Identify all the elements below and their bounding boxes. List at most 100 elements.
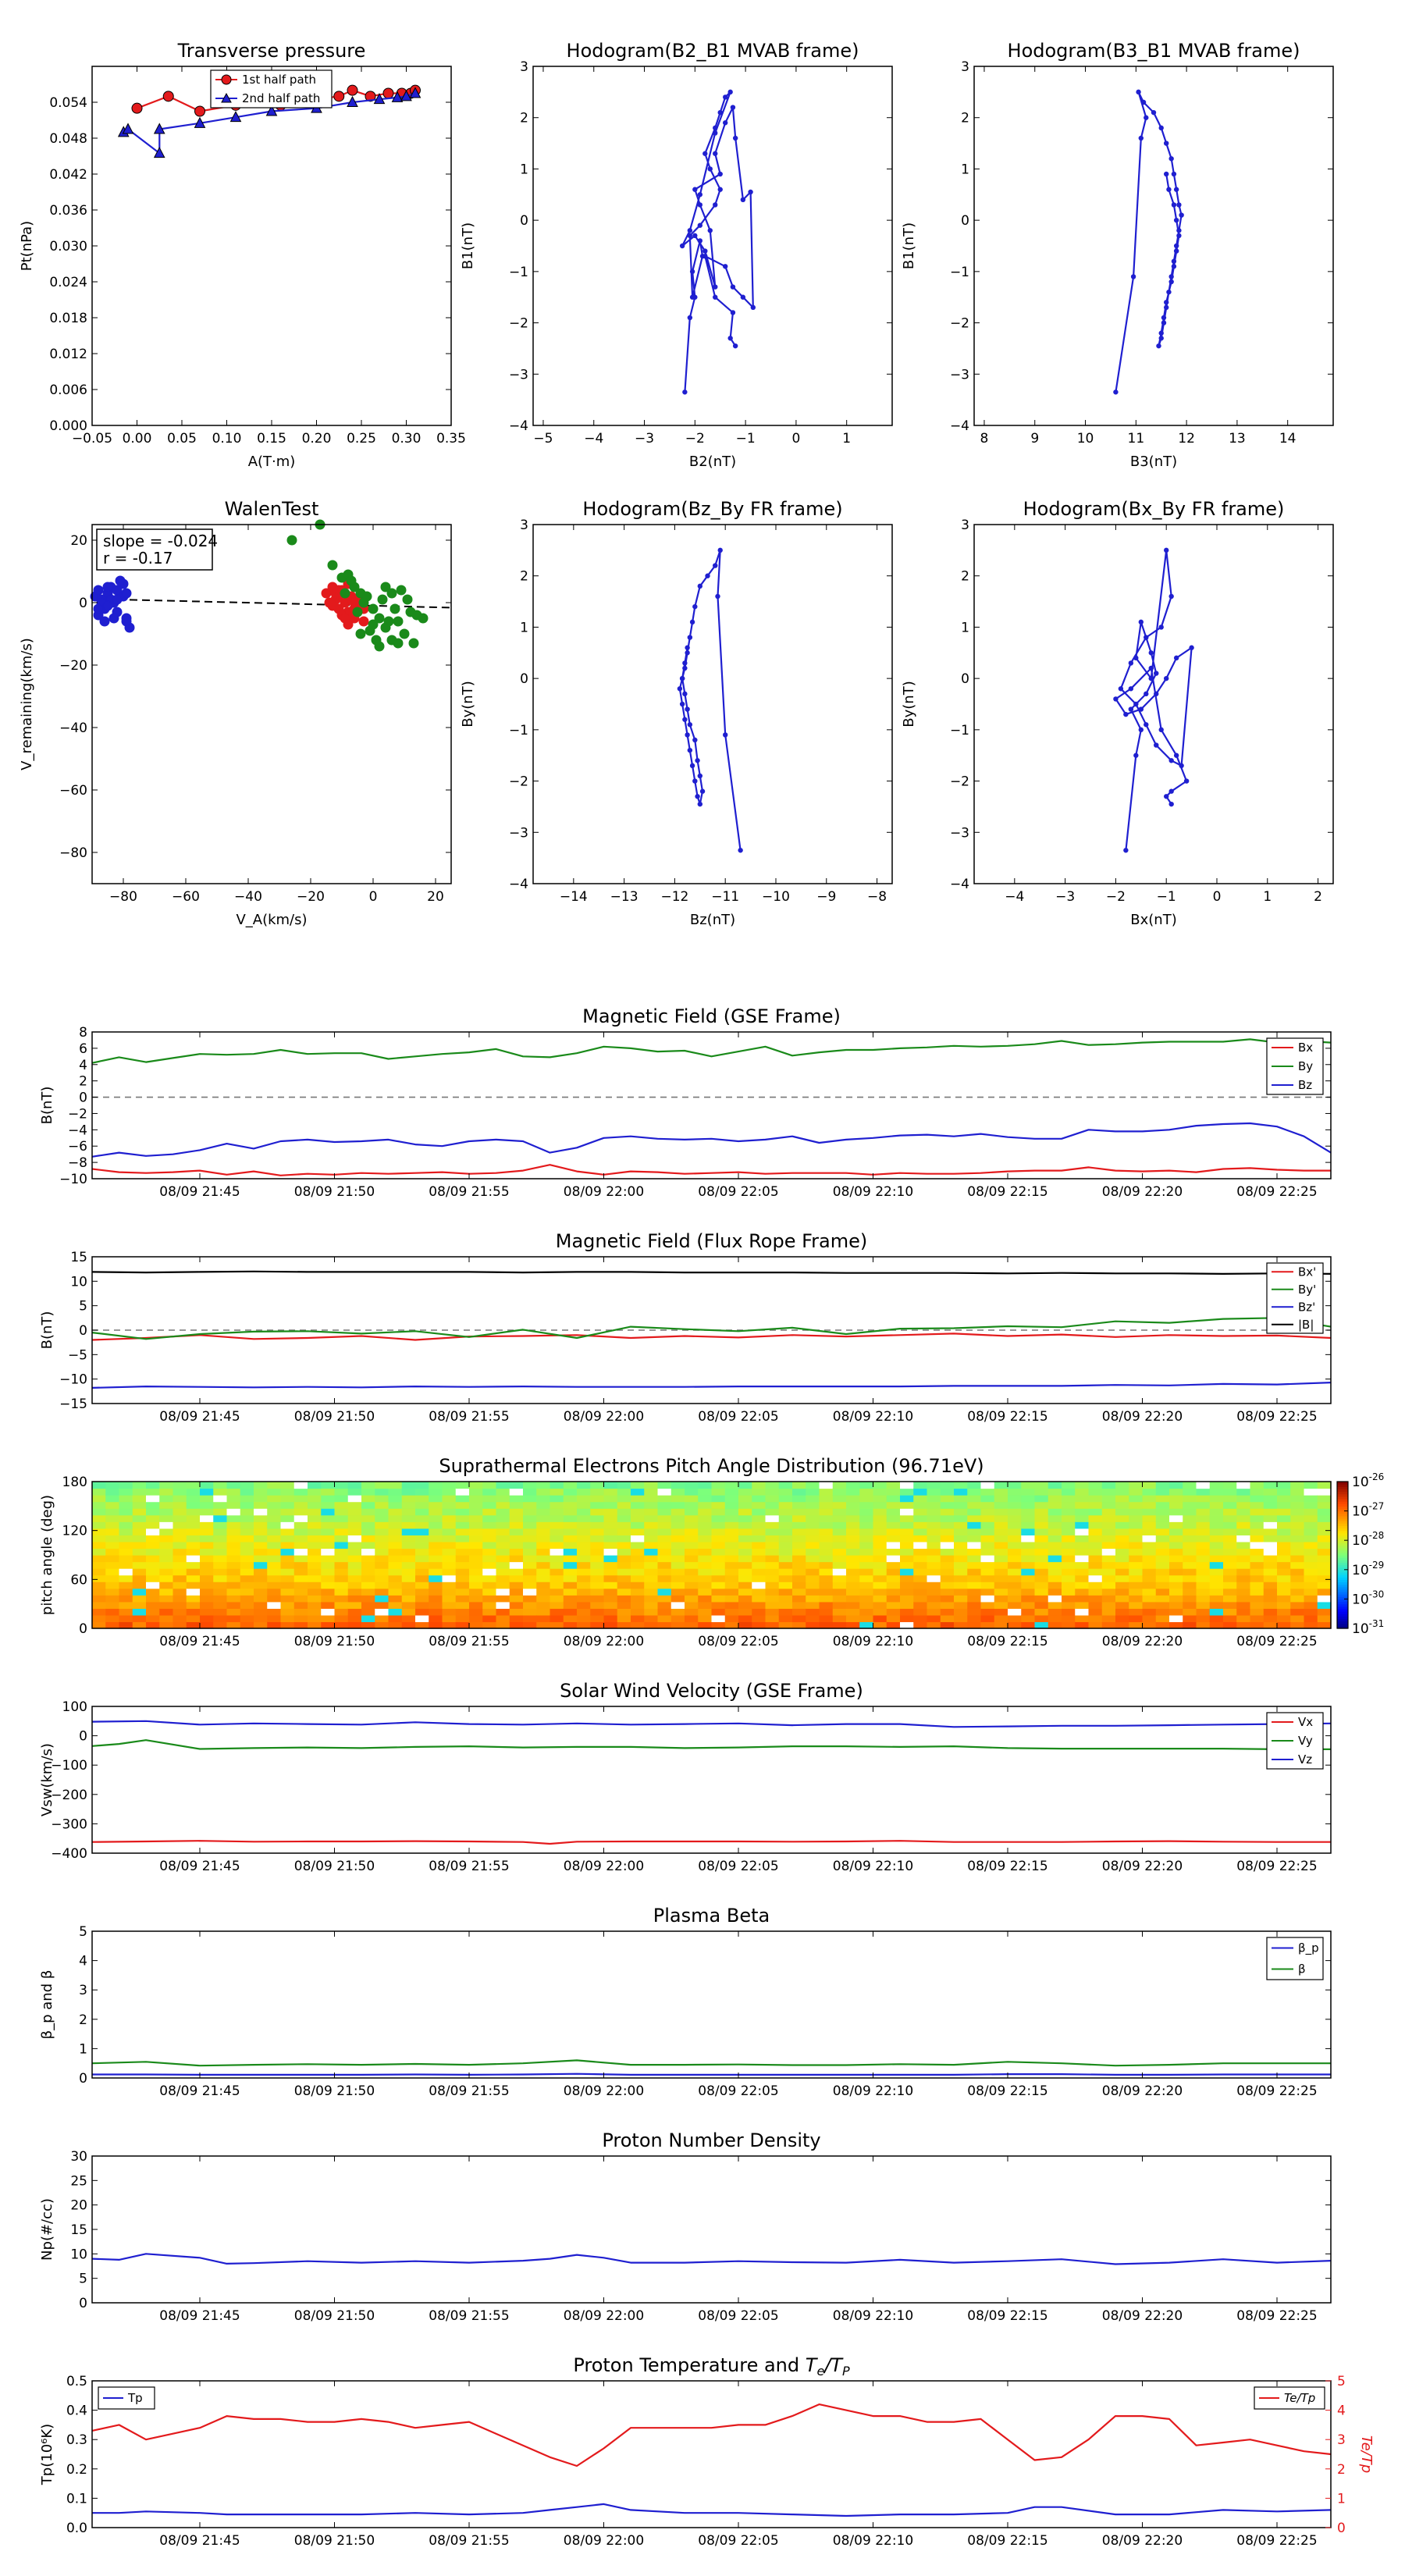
heatmap-cell xyxy=(563,1508,578,1516)
heatmap-cell xyxy=(1196,1621,1211,1629)
y-tick-label: −80 xyxy=(59,845,87,861)
heatmap-cell xyxy=(927,1541,941,1550)
heatmap-cell xyxy=(308,1595,322,1603)
heatmap-cell xyxy=(1142,1588,1157,1596)
heatmap-cell xyxy=(1048,1568,1062,1576)
heatmap-cell xyxy=(806,1488,820,1496)
data-point xyxy=(679,243,685,249)
legend-label: 2nd half path xyxy=(242,91,320,105)
heatmap-cell xyxy=(806,1482,820,1489)
y-tick-label: −4 xyxy=(68,1123,87,1138)
scatter-point xyxy=(368,619,379,630)
heatmap-cell xyxy=(900,1601,914,1609)
heatmap-cell xyxy=(1304,1608,1318,1616)
heatmap-cell xyxy=(1223,1528,1237,1535)
heatmap-cell xyxy=(200,1601,214,1609)
heatmap-cell xyxy=(1290,1514,1305,1522)
series-bz- xyxy=(91,1382,1332,1389)
heatmap-cell xyxy=(1183,1528,1197,1535)
y-tick-label: 6 xyxy=(79,1041,87,1057)
heatmap-cell xyxy=(200,1548,214,1556)
heatmap-cell xyxy=(401,1488,416,1496)
heatmap-cell xyxy=(92,1568,106,1576)
heatmap-cell xyxy=(685,1561,699,1569)
data-point xyxy=(1144,115,1149,120)
heatmap-cell xyxy=(1062,1541,1076,1550)
x-tick-label: 0.10 xyxy=(212,431,242,447)
data-point xyxy=(1123,848,1129,853)
heatmap-cell xyxy=(1209,1528,1224,1535)
heatmap-cell xyxy=(1048,1541,1062,1550)
x-tick-label: −5 xyxy=(533,431,553,447)
heatmap-cell xyxy=(1236,1528,1251,1535)
heatmap-cell xyxy=(226,1595,241,1603)
colorbar-segment xyxy=(1337,1564,1348,1568)
heatmap-cell xyxy=(1277,1548,1291,1556)
heatmap-cell xyxy=(388,1588,403,1596)
heatmap-cell xyxy=(900,1614,914,1623)
heatmap-cell xyxy=(509,1555,524,1563)
heatmap-cell xyxy=(321,1521,336,1529)
heatmap-cell xyxy=(1129,1528,1144,1535)
heatmap-cell xyxy=(415,1595,429,1603)
heatmap-cell xyxy=(1155,1568,1170,1576)
heatmap-cell xyxy=(509,1621,524,1629)
heatmap-cell xyxy=(1062,1521,1076,1529)
heatmap-cell xyxy=(913,1508,928,1516)
heatmap-cell xyxy=(280,1582,295,1589)
data-point xyxy=(697,583,703,589)
heatmap-cell xyxy=(280,1608,295,1616)
heatmap-cell xyxy=(603,1561,618,1569)
heatmap-cell xyxy=(778,1535,793,1542)
colorbar-segment xyxy=(1337,1528,1348,1532)
heatmap-cell xyxy=(213,1535,228,1542)
heatmap-cell xyxy=(132,1608,147,1616)
heatmap-cell xyxy=(1209,1614,1224,1623)
heatmap-cell xyxy=(415,1614,429,1623)
heatmap-cell xyxy=(994,1548,1008,1556)
heatmap-cell xyxy=(724,1521,739,1529)
heatmap-cell xyxy=(523,1568,537,1576)
data-point xyxy=(1179,212,1184,218)
heatmap-cell xyxy=(873,1621,887,1629)
heatmap-cell xyxy=(819,1595,834,1603)
heatmap-cell xyxy=(267,1614,282,1623)
scatter-point xyxy=(93,585,104,596)
heatmap-cell xyxy=(1263,1621,1278,1629)
heatmap-cell xyxy=(280,1521,295,1529)
heatmap-cell xyxy=(1088,1482,1103,1489)
heatmap-cell xyxy=(146,1495,160,1503)
heatmap-cell xyxy=(603,1608,618,1616)
heatmap-cell xyxy=(1236,1614,1251,1623)
heatmap-cell xyxy=(859,1568,874,1576)
y-tick-label: 3 xyxy=(961,518,969,533)
data-point xyxy=(1171,258,1177,264)
data-point xyxy=(730,105,736,110)
heatmap-cell xyxy=(698,1588,713,1596)
heatmap-cell xyxy=(213,1548,228,1556)
heatmap-cell xyxy=(738,1582,752,1589)
heatmap-cell xyxy=(980,1535,995,1542)
y-tick-label: 4 xyxy=(79,1954,87,1969)
heatmap-cell xyxy=(577,1528,591,1535)
colorbar-segment xyxy=(1337,1518,1348,1521)
heatmap-cell xyxy=(92,1482,106,1489)
heatmap-cell xyxy=(873,1521,887,1529)
data-point xyxy=(682,660,688,666)
heatmap-cell xyxy=(1101,1595,1116,1603)
heatmap-cell xyxy=(765,1548,780,1556)
y-tick-label: −1 xyxy=(509,723,528,738)
chart-tp: Transverse pressure−0.05 0.00 0.05 0.10 0.15… xyxy=(19,40,466,470)
heatmap-cell xyxy=(132,1535,147,1542)
heatmap-cell xyxy=(765,1574,780,1582)
heatmap-cell xyxy=(765,1501,780,1509)
data-point xyxy=(1144,635,1149,640)
plot-frame xyxy=(91,1930,1332,2079)
heatmap-cell xyxy=(550,1548,564,1556)
heatmap-cell xyxy=(792,1501,806,1509)
heatmap-cell xyxy=(617,1555,631,1563)
heatmap-cell xyxy=(1008,1495,1022,1503)
heatmap-cell xyxy=(482,1608,497,1616)
annotation-line: slope = -0.024 xyxy=(103,532,218,550)
heatmap-cell xyxy=(670,1495,685,1503)
